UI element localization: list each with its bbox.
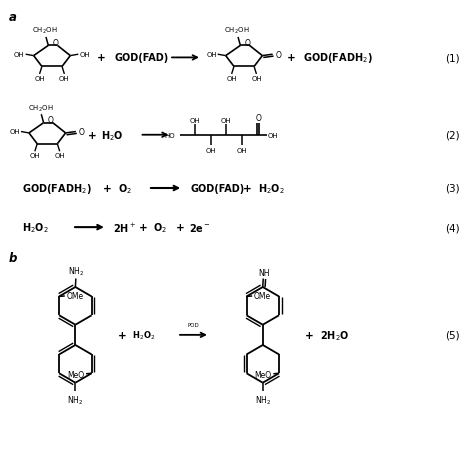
Text: MeO: MeO bbox=[255, 370, 272, 379]
Text: H$_2$O: H$_2$O bbox=[101, 129, 124, 142]
Text: (5): (5) bbox=[445, 330, 459, 340]
Text: OH: OH bbox=[9, 129, 20, 135]
Text: 2e$^-$: 2e$^-$ bbox=[189, 222, 211, 234]
Text: NH: NH bbox=[258, 268, 269, 277]
Text: OH: OH bbox=[59, 76, 70, 82]
Text: (3): (3) bbox=[445, 184, 459, 194]
Text: OMe: OMe bbox=[67, 291, 84, 300]
Text: H$_2$O$_2$: H$_2$O$_2$ bbox=[258, 182, 285, 196]
Text: O: O bbox=[245, 39, 251, 48]
Text: +: + bbox=[97, 53, 106, 63]
Text: GOD(FADH$_2$): GOD(FADH$_2$) bbox=[302, 51, 372, 65]
Text: OH: OH bbox=[221, 118, 231, 124]
Text: CH$_2$OH: CH$_2$OH bbox=[224, 26, 250, 36]
Text: OH: OH bbox=[34, 76, 45, 82]
Text: 2H$_2$O: 2H$_2$O bbox=[320, 328, 350, 342]
Text: OH: OH bbox=[251, 76, 262, 82]
Text: +: + bbox=[175, 223, 184, 233]
Text: NH$_2$: NH$_2$ bbox=[67, 393, 83, 406]
Text: OH: OH bbox=[226, 76, 237, 82]
Text: +: + bbox=[139, 223, 148, 233]
Text: H$_2$O$_2$: H$_2$O$_2$ bbox=[22, 221, 49, 235]
Text: O$_2$: O$_2$ bbox=[153, 221, 167, 235]
Text: O: O bbox=[255, 114, 261, 123]
Text: CH$_2$OH: CH$_2$OH bbox=[27, 103, 53, 114]
Text: OH: OH bbox=[237, 147, 247, 153]
Text: +: + bbox=[305, 330, 314, 340]
Text: OH: OH bbox=[29, 153, 40, 159]
Text: POD: POD bbox=[188, 322, 199, 327]
Text: GOD(FAD): GOD(FAD) bbox=[114, 53, 169, 63]
Text: OH: OH bbox=[55, 153, 65, 159]
Text: GOD(FADH$_2$): GOD(FADH$_2$) bbox=[22, 182, 92, 196]
Text: (2): (2) bbox=[445, 130, 459, 140]
Text: (1): (1) bbox=[445, 53, 459, 63]
Text: MeO: MeO bbox=[67, 370, 84, 379]
Text: O: O bbox=[53, 39, 59, 48]
Text: OH: OH bbox=[14, 51, 25, 58]
Text: b: b bbox=[9, 251, 17, 264]
Text: O: O bbox=[275, 50, 282, 60]
Text: 2H$^+$: 2H$^+$ bbox=[113, 221, 136, 234]
Text: OH: OH bbox=[79, 51, 90, 58]
Text: (4): (4) bbox=[445, 223, 459, 233]
Text: +: + bbox=[102, 184, 111, 194]
Text: HO: HO bbox=[164, 132, 175, 139]
Text: +: + bbox=[286, 53, 295, 63]
Text: O: O bbox=[48, 116, 54, 125]
Text: O: O bbox=[79, 128, 84, 137]
Text: +: + bbox=[118, 330, 127, 340]
Text: OMe: OMe bbox=[254, 291, 271, 300]
Text: OH: OH bbox=[205, 147, 216, 153]
Text: a: a bbox=[9, 11, 16, 24]
Text: OH: OH bbox=[190, 118, 201, 124]
Text: OH: OH bbox=[206, 51, 217, 58]
Text: NH$_2$: NH$_2$ bbox=[68, 265, 84, 277]
Text: OH: OH bbox=[267, 132, 278, 139]
Text: +: + bbox=[243, 184, 252, 194]
Text: NH$_2$: NH$_2$ bbox=[255, 393, 271, 406]
Text: +: + bbox=[87, 130, 96, 140]
Text: O$_2$: O$_2$ bbox=[118, 182, 131, 196]
Text: H$_2$O$_2$: H$_2$O$_2$ bbox=[132, 329, 155, 341]
Text: CH$_2$OH: CH$_2$OH bbox=[32, 26, 58, 36]
Text: GOD(FAD): GOD(FAD) bbox=[190, 184, 245, 194]
